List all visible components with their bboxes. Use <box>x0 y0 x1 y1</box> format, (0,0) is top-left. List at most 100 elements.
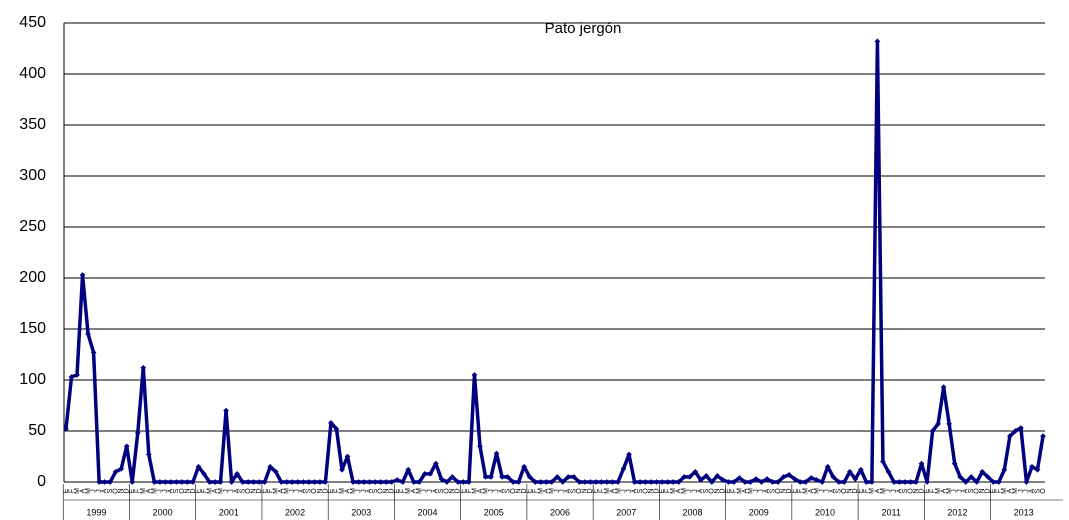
year-label: 2000 <box>153 507 173 517</box>
x-tick-label: M <box>217 488 224 494</box>
y-tick-label: 200 <box>19 269 46 286</box>
data-point <box>427 471 434 477</box>
x-tick-label: S <box>836 488 843 493</box>
data-point <box>620 465 627 472</box>
year-label: 2008 <box>682 507 702 517</box>
data-point <box>510 479 516 485</box>
x-tick-label: E <box>858 488 865 493</box>
x-tick-label: A <box>896 488 903 493</box>
x-tick-label: O <box>642 488 649 494</box>
x-tick-label: A <box>168 488 175 493</box>
data-point <box>692 468 699 475</box>
data-point <box>372 479 378 485</box>
x-tick-label: D <box>786 488 793 493</box>
x-tick-label: M <box>946 488 953 494</box>
x-tick-label: A <box>808 488 815 493</box>
data-point <box>96 479 102 485</box>
x-tick-label: J <box>885 489 892 493</box>
data-point <box>957 474 964 480</box>
x-tick-label: A <box>565 488 572 493</box>
x-tick-label: J <box>488 489 495 493</box>
x-tick-label: D <box>852 488 859 493</box>
data-point <box>223 407 229 414</box>
x-tick-label: A <box>940 488 947 493</box>
y-tick-label: 150 <box>19 320 46 337</box>
x-tick-label: O <box>907 488 914 494</box>
x-tick-label: A <box>300 488 307 493</box>
data-point <box>582 479 588 485</box>
x-tick-label: F <box>797 489 804 493</box>
data-point <box>951 460 958 467</box>
data-point <box>1029 463 1035 470</box>
data-point <box>123 443 130 450</box>
x-tick-label: E <box>725 488 732 493</box>
x-tick-label: D <box>587 488 594 493</box>
data-point <box>885 468 892 475</box>
x-tick-label: J <box>493 489 500 493</box>
data-point <box>681 474 688 480</box>
x-tick-label: M <box>604 488 611 494</box>
data-point <box>559 479 566 485</box>
data-point <box>940 384 947 390</box>
data-point <box>217 479 224 485</box>
x-tick-label: M <box>869 488 876 494</box>
data-point <box>852 476 859 482</box>
year-label: 2009 <box>749 507 769 517</box>
x-tick-label: E <box>990 488 997 493</box>
x-tick-label: F <box>532 489 539 493</box>
data-point <box>708 479 715 485</box>
data-point <box>703 473 710 479</box>
x-tick-label: J <box>692 489 699 493</box>
x-tick-label: D <box>190 488 197 493</box>
data-point <box>874 38 881 45</box>
x-tick-label: D <box>256 488 263 493</box>
data-point <box>344 453 351 460</box>
data-point <box>350 479 356 485</box>
x-tick-label: N <box>780 488 787 493</box>
x-tick-label: E <box>328 488 335 493</box>
data-point <box>477 443 483 450</box>
x-tick-label: E <box>460 488 467 493</box>
x-tick-label: J <box>228 489 235 493</box>
x-tick-label: A <box>79 488 86 493</box>
data-point <box>168 479 174 485</box>
data-point <box>962 479 969 485</box>
x-tick-label: M <box>350 488 357 494</box>
x-tick-label: M <box>85 488 92 494</box>
data-point <box>786 472 792 478</box>
x-tick-label: F <box>267 489 274 493</box>
x-tick-label: N <box>449 488 456 493</box>
x-tick-label: M <box>880 488 887 494</box>
data-point <box>521 463 527 470</box>
chart-title: Pato jergón <box>545 20 622 37</box>
x-tick-label: M <box>935 488 942 494</box>
data-point <box>791 476 798 482</box>
x-tick-label: D <box>124 488 131 493</box>
data-point <box>891 479 897 485</box>
x-tick-label: N <box>582 488 589 493</box>
data-point <box>924 479 930 485</box>
x-tick-label: M <box>471 488 478 494</box>
x-tick-label: A <box>146 488 153 493</box>
x-tick-label: O <box>775 488 782 494</box>
x-tick-label: F <box>68 489 75 493</box>
x-tick-label: A <box>963 488 970 493</box>
x-tick-label: F <box>863 489 870 493</box>
data-point <box>697 477 704 483</box>
data-point <box>769 479 776 485</box>
data-point <box>515 479 522 485</box>
x-tick-label: D <box>521 488 528 493</box>
x-tick-label: S <box>239 488 246 493</box>
data-point <box>245 479 251 485</box>
data-point <box>576 479 583 485</box>
data-point <box>686 474 693 480</box>
x-tick-label: S <box>107 488 114 493</box>
data-point <box>1018 425 1024 431</box>
data-point <box>1012 428 1019 434</box>
data-point <box>880 458 886 465</box>
x-tick-label: N <box>184 488 191 493</box>
x-tick-label: S <box>438 488 445 493</box>
data-point <box>267 463 274 470</box>
x-tick-label: J <box>560 489 567 493</box>
